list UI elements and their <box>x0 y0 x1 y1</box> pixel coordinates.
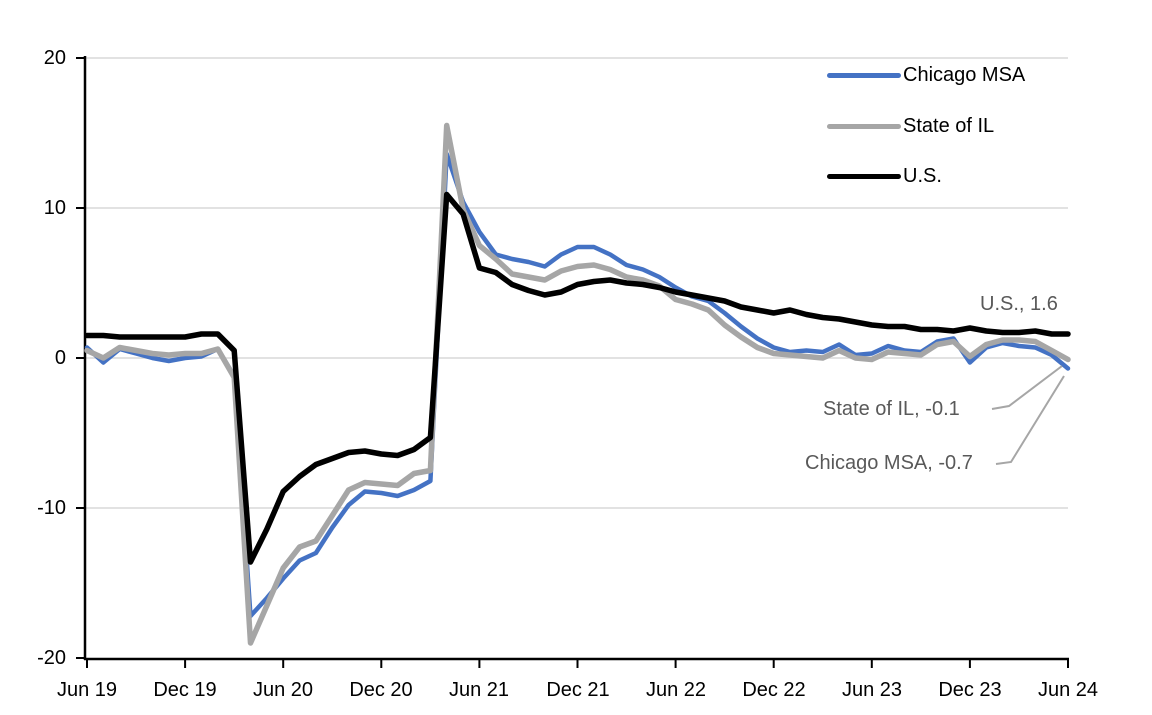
state-of-il-swatch <box>827 123 901 129</box>
legend-label-state-of-il: State of IL <box>903 114 995 137</box>
x-tick-label-jun23: Jun 23 <box>841 679 903 701</box>
legend-item-us: U.S. <box>827 165 942 187</box>
y-tick-label-0: 0 <box>54 347 66 369</box>
y-tick-label-20: 20 <box>43 47 66 69</box>
legend-item-state-of-il: State of IL <box>827 115 994 137</box>
us-line <box>84 191 1071 565</box>
x-tick-label-dec23: Dec 23 <box>938 679 1002 701</box>
leader-line-chicago-msa <box>995 375 1065 465</box>
legend-item-chicago-msa: Chicago MSA <box>827 64 1025 86</box>
y-tick-label-10: 10 <box>43 197 66 219</box>
gridlines <box>86 57 1068 509</box>
annotation-us: U.S., 1.6 <box>980 293 1058 315</box>
x-tick-label-dec21: Dec 21 <box>546 679 610 701</box>
x-tick-label-jun24: Jun 24 <box>1037 679 1099 701</box>
us-swatch <box>827 173 901 179</box>
y-tick-label-neg10: -10 <box>37 497 66 519</box>
y-tick-label-neg20: -20 <box>37 647 66 669</box>
annotation-state-of-il: State of IL, -0.1 <box>823 398 960 420</box>
x-tick-label-jun22: Jun 22 <box>645 679 707 701</box>
x-tick-label-jun21: Jun 21 <box>448 679 510 701</box>
x-tick-label-dec20: Dec 20 <box>349 679 413 701</box>
chicago-msa-swatch <box>827 72 901 78</box>
leader-line-state-of-il <box>991 365 1063 410</box>
x-tick-label-jun19: Jun 19 <box>56 679 118 701</box>
annotation-chicago-msa: Chicago MSA, -0.7 <box>805 452 973 474</box>
legend-label-chicago-msa: Chicago MSA <box>903 63 1026 86</box>
x-tick-label-dec19: Dec 19 <box>153 679 217 701</box>
x-tick-label-dec22: Dec 22 <box>742 679 806 701</box>
x-axis-ticks <box>86 659 1069 668</box>
state-of-il-line <box>84 122 1071 646</box>
x-tick-label-jun20: Jun 20 <box>252 679 314 701</box>
legend-label-us: U.S. <box>903 164 942 187</box>
y-axis-ticks <box>76 57 85 659</box>
